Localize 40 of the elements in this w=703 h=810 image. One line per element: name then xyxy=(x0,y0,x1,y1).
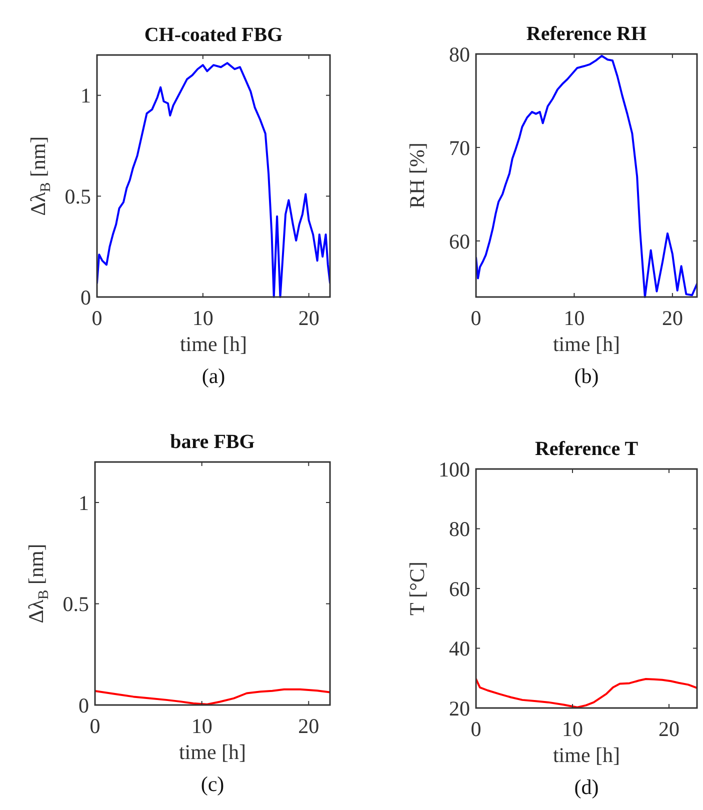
x-axis-title: time [h] xyxy=(552,332,620,356)
y-tick-label: 0.5 xyxy=(62,592,89,616)
x-tick-label: 20 xyxy=(658,717,680,741)
x-tick-label: 20 xyxy=(298,306,320,330)
x-tick-label: 10 xyxy=(191,714,212,738)
y-tick-label: 0 xyxy=(78,693,89,718)
line-series xyxy=(476,678,697,708)
y-tick-label: 100 xyxy=(438,457,470,482)
chart-title: Reference T xyxy=(534,438,639,460)
y-tick-label: 70 xyxy=(449,136,470,160)
y-tick-label: 60 xyxy=(449,229,470,254)
x-axis-title: time [h] xyxy=(178,740,246,764)
y-tick-label: 0.5 xyxy=(64,184,91,209)
y-tick-label: 80 xyxy=(449,42,470,66)
x-tick-label: 10 xyxy=(562,717,584,741)
text: (d) xyxy=(574,775,599,799)
x-axis-title: time [h] xyxy=(180,332,248,356)
x-axis-title: time [h] xyxy=(552,743,620,767)
line-series xyxy=(476,54,697,298)
chart-title: Reference RH xyxy=(526,23,647,45)
x-tick-label: 10 xyxy=(564,306,585,330)
y-tick-label: 20 xyxy=(449,696,470,720)
chart-title: CH-coated FBG xyxy=(144,24,284,46)
y-tick-label: 0 xyxy=(80,285,91,310)
y-tick-label: 1 xyxy=(80,84,91,108)
line-series xyxy=(95,688,330,706)
x-tick-label: 20 xyxy=(662,306,683,330)
chart-title: bare FBG xyxy=(170,431,256,453)
y-tick-label: 60 xyxy=(449,576,470,601)
y-tick-label: 1 xyxy=(78,490,89,515)
y-axis-title: T [°C] xyxy=(405,561,429,616)
text: (b) xyxy=(574,364,599,388)
y-axis-title: RH [%] xyxy=(405,142,429,208)
text: (c) xyxy=(200,772,224,796)
line-series xyxy=(97,62,330,298)
y-tick-label: 80 xyxy=(449,517,470,542)
y-tick-label: 40 xyxy=(449,636,470,661)
x-tick-label: 10 xyxy=(192,306,214,330)
text: (a) xyxy=(202,364,226,388)
x-tick-label: 20 xyxy=(298,714,320,738)
